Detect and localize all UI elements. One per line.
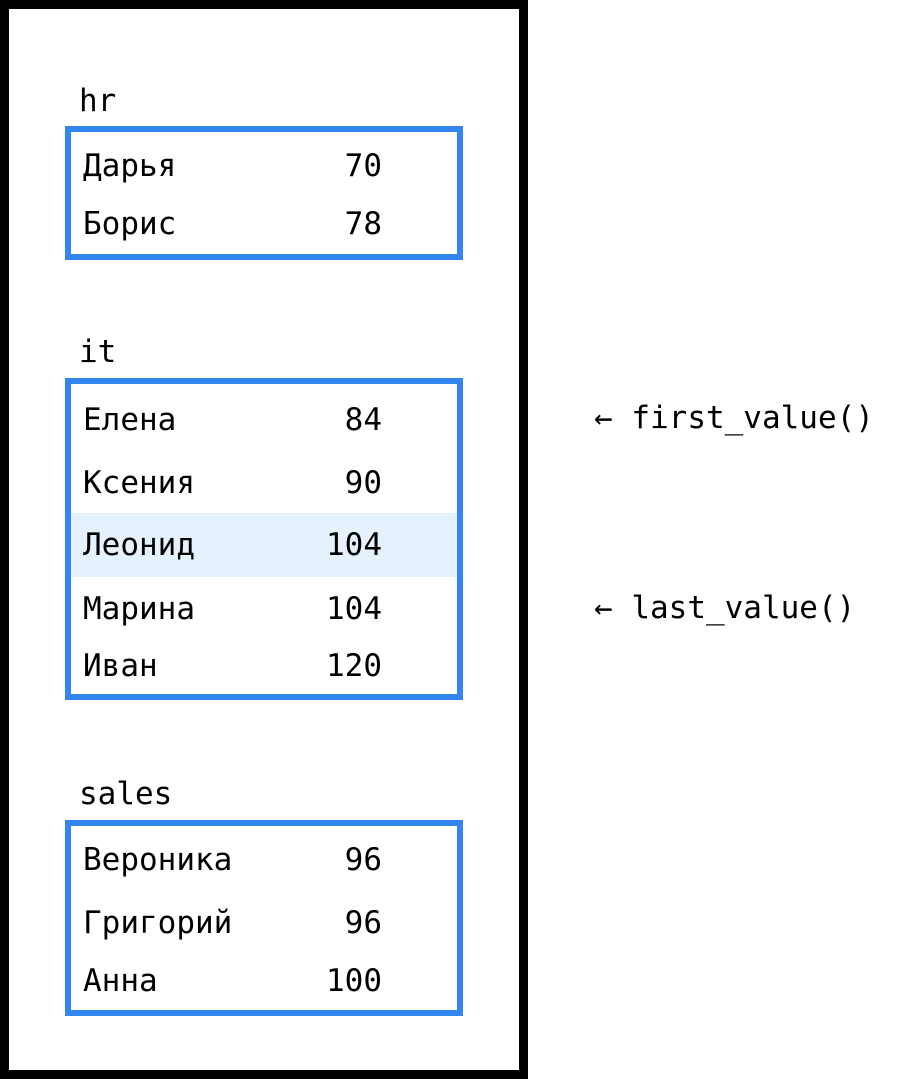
row-name: Иван	[83, 648, 158, 684]
row-name: Вероника	[83, 842, 233, 878]
row-value: 104	[326, 527, 382, 563]
table-row: Марина 104	[71, 577, 457, 641]
row-name: Григорий	[83, 905, 233, 941]
first-value-annotation: ← first_value()	[594, 400, 874, 436]
group-label-hr: hr	[79, 83, 117, 119]
row-value: 96	[344, 842, 382, 878]
table-row: Иван 120	[71, 634, 457, 698]
table-row: Дарья 70	[71, 134, 457, 198]
row-value: 78	[344, 206, 382, 242]
row-value: 84	[344, 402, 382, 438]
table-row-highlighted: Леонид 104	[71, 513, 457, 577]
row-name: Ксения	[83, 465, 195, 501]
table-row: Анна 100	[71, 949, 457, 1013]
table-row: Елена 84	[71, 388, 457, 452]
window-frame	[0, 0, 528, 1079]
row-name: Дарья	[83, 148, 177, 184]
row-value: 120	[326, 648, 382, 684]
group-label-sales: sales	[79, 776, 173, 812]
row-value: 104	[326, 591, 382, 627]
row-value: 100	[326, 963, 382, 999]
row-value: 90	[344, 465, 382, 501]
row-name: Леонид	[83, 527, 195, 563]
row-value: 70	[344, 148, 382, 184]
row-name: Елена	[83, 402, 177, 438]
group-box-it: Елена 84 Ксения 90 Леонид 104 Марина 104…	[65, 378, 463, 700]
row-name: Анна	[83, 963, 158, 999]
table-row: Вероника 96	[71, 828, 457, 892]
row-name: Борис	[83, 206, 177, 242]
last-value-annotation: ← last_value()	[594, 590, 856, 626]
table-row: Григорий 96	[71, 891, 457, 955]
group-box-hr: Дарья 70 Борис 78	[65, 126, 463, 260]
table-row: Борис 78	[71, 192, 457, 256]
table-row: Ксения 90	[71, 451, 457, 515]
group-box-sales: Вероника 96 Григорий 96 Анна 100	[65, 820, 463, 1016]
group-label-it: it	[79, 334, 117, 370]
row-value: 96	[344, 905, 382, 941]
row-name: Марина	[83, 591, 195, 627]
